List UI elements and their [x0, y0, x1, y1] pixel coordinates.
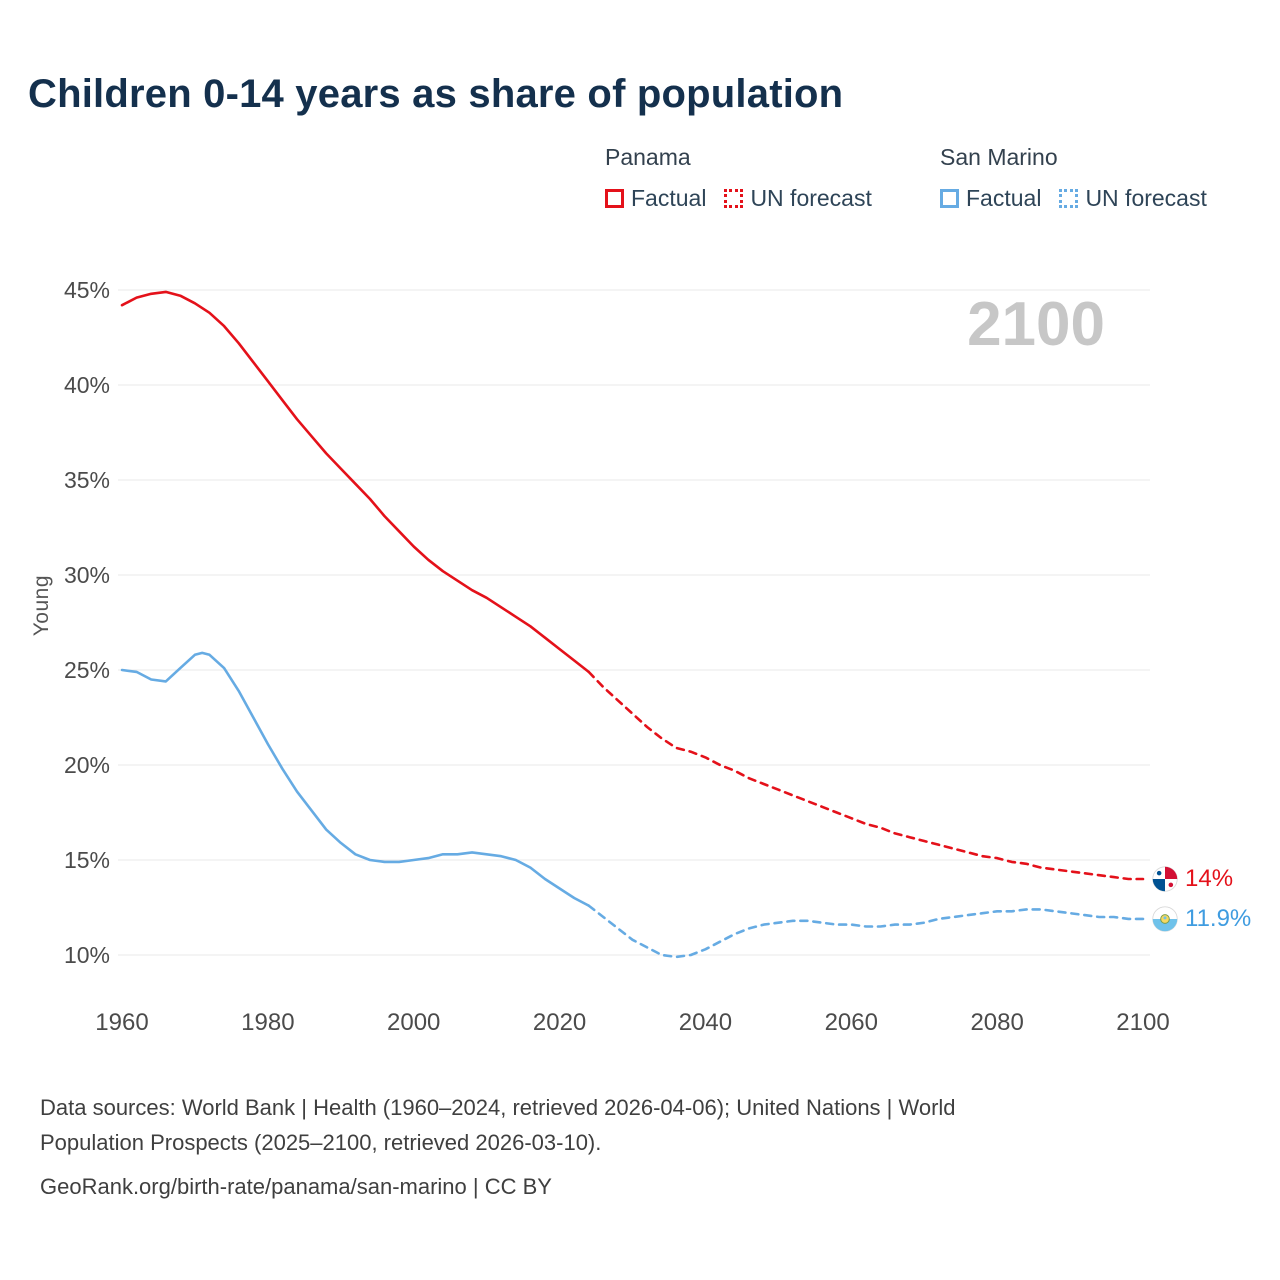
panama-end-label: 14% — [1152, 864, 1233, 894]
svg-text:45%: 45% — [64, 277, 110, 303]
svg-text:30%: 30% — [64, 562, 110, 588]
svg-text:2040: 2040 — [679, 1009, 732, 1036]
svg-text:2100: 2100 — [967, 290, 1105, 359]
legend-group-san-marino: San Marino Factual UN forecast — [940, 144, 1207, 212]
svg-text:1960: 1960 — [95, 1009, 148, 1036]
san-marino-flag-icon — [1152, 906, 1178, 932]
chart-canvas[interactable]: 10% 15% 20% 25% 30% 35% 40% 45% 1960 1980 2000 2020… — [0, 250, 1280, 1070]
panama-end-value: 14% — [1185, 865, 1234, 892]
san-marino-forecast-swatch-icon — [1059, 189, 1079, 208]
legend-item-label: UN forecast — [1085, 185, 1207, 211]
legend-group-title: Panama — [605, 144, 691, 170]
svg-text:25%: 25% — [64, 657, 110, 683]
data-sources-line-2: Population Prospects (2025–2100, retriev… — [40, 1130, 602, 1155]
svg-text:2060: 2060 — [825, 1009, 878, 1036]
svg-text:2080: 2080 — [970, 1009, 1023, 1036]
footer: Data sources: World Bank | Health (1960–… — [40, 1090, 1180, 1204]
svg-text:1980: 1980 — [241, 1009, 294, 1036]
panama-factual-swatch-icon — [605, 189, 624, 208]
san-marino-end-value: 11.9% — [1185, 905, 1252, 932]
legend-item-label: UN forecast — [750, 185, 872, 211]
svg-text:2100: 2100 — [1116, 1009, 1169, 1036]
svg-text:2020: 2020 — [533, 1009, 586, 1036]
legend-item-panama-forecast[interactable]: UN forecast — [724, 185, 872, 212]
chart-area: 10% 15% 20% 25% 30% 35% 40% 45% 1960 1980 2000 2020… — [0, 250, 1280, 1070]
attribution-line: GeoRank.org/birth-rate/panama/san-marino… — [40, 1174, 552, 1199]
svg-text:15%: 15% — [64, 847, 110, 873]
legend-item-san-marino-forecast[interactable]: UN forecast — [1059, 185, 1207, 212]
svg-text:40%: 40% — [64, 372, 110, 398]
legend-group-panama: Panama Factual UN forecast — [605, 144, 872, 212]
legend-item-label: Factual — [966, 185, 1042, 211]
san-marino-factual-swatch-icon — [940, 189, 959, 208]
page-title: Children 0-14 years as share of populati… — [28, 72, 844, 116]
panama-flag-icon — [1152, 866, 1178, 892]
y-axis-label: Young — [30, 575, 53, 637]
svg-text:20%: 20% — [64, 752, 110, 778]
san-marino-end-label: 11.9% — [1152, 904, 1251, 934]
data-sources-line-1: Data sources: World Bank | Health (1960–… — [40, 1095, 956, 1120]
svg-text:2000: 2000 — [387, 1009, 440, 1036]
legend-item-panama-factual[interactable]: Factual — [605, 185, 706, 212]
panama-forecast-swatch-icon — [724, 189, 744, 208]
legend-item-san-marino-factual[interactable]: Factual — [940, 185, 1041, 212]
svg-text:10%: 10% — [64, 942, 110, 968]
legend-item-label: Factual — [631, 185, 707, 211]
svg-text:35%: 35% — [64, 467, 110, 493]
legend-group-title: San Marino — [940, 144, 1058, 170]
